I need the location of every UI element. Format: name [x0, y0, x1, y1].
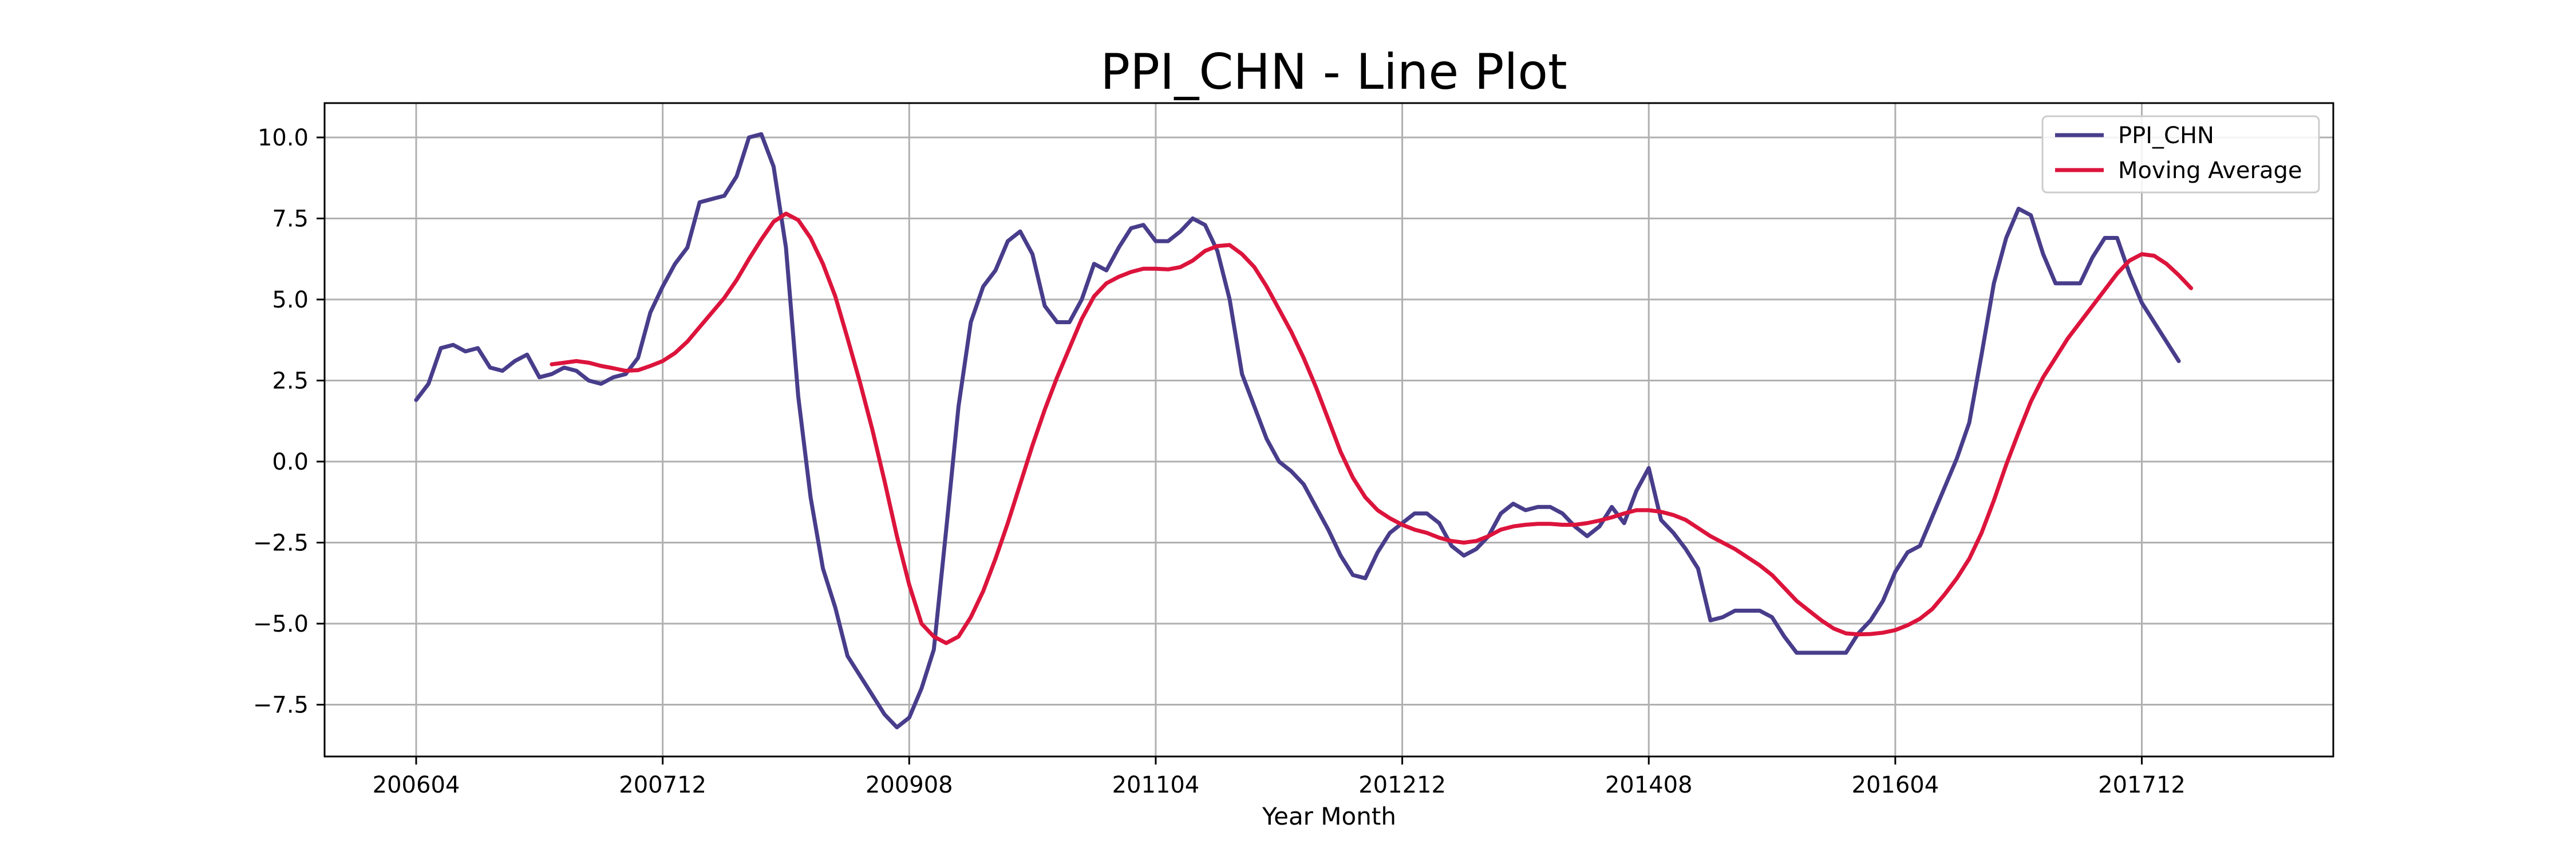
- x-tick-label: 201712: [2098, 772, 2186, 798]
- x-tick-label: 201408: [1605, 772, 1693, 798]
- y-tick-label: 10.0: [258, 125, 309, 151]
- grid: [325, 103, 2333, 756]
- y-tick-label: −7.5: [253, 692, 309, 719]
- y-tick-label: 7.5: [272, 206, 309, 233]
- x-tick-label: 200712: [619, 772, 706, 798]
- legend-label: PPI_CHN: [2118, 123, 2214, 149]
- x-axis-label: Year Month: [1262, 802, 1396, 830]
- series-line-moving-average: [550, 211, 2194, 645]
- chart-title: PPI_CHN - Line Plot: [1100, 44, 1567, 101]
- series-layer: [414, 132, 2194, 730]
- axis-ticks: 200604 200712 200908 201104 201212 201408 2016…: [253, 125, 2186, 798]
- plot-frame: [323, 102, 2334, 758]
- y-tick-label: 0.0: [272, 449, 309, 475]
- x-tick-label: 201104: [1112, 772, 1200, 798]
- x-tick-label: 201604: [1852, 772, 1939, 798]
- legend-box: [2041, 115, 2320, 194]
- x-tick-label: 201212: [1358, 772, 1446, 798]
- x-tick-label: 200604: [373, 772, 460, 798]
- y-tick-label: −5.0: [253, 611, 309, 637]
- y-tick-label: 2.5: [272, 368, 309, 395]
- y-tick-label: −2.5: [253, 530, 309, 557]
- legend-label: Moving Average: [2118, 157, 2302, 184]
- x-tick-label: 200908: [866, 772, 953, 798]
- series-line-ppi-chn: [414, 132, 2181, 730]
- legend: PPI_CHN Moving Average: [2041, 115, 2320, 194]
- y-tick-label: 5.0: [272, 287, 309, 313]
